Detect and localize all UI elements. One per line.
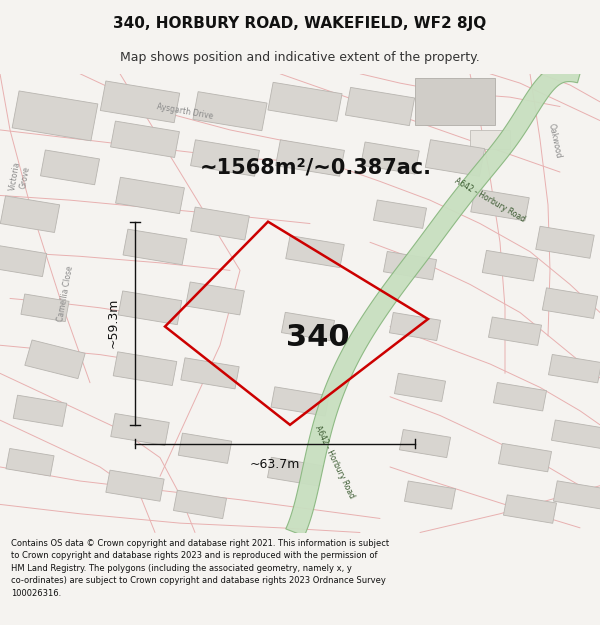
Polygon shape (361, 142, 419, 174)
Polygon shape (281, 312, 335, 341)
Polygon shape (383, 251, 437, 280)
Polygon shape (181, 357, 239, 389)
Polygon shape (100, 81, 180, 122)
Polygon shape (488, 317, 542, 346)
Polygon shape (185, 282, 244, 315)
Polygon shape (118, 291, 182, 324)
Polygon shape (373, 200, 427, 228)
Text: Aysgarth Drive: Aysgarth Drive (156, 102, 214, 121)
Polygon shape (415, 78, 495, 125)
Text: ~1568m²/~0.387ac.: ~1568m²/~0.387ac. (200, 158, 432, 177)
Text: A642 - Horbury Road: A642 - Horbury Road (313, 424, 356, 500)
Polygon shape (25, 340, 85, 379)
Polygon shape (499, 443, 551, 472)
Polygon shape (0, 246, 47, 277)
Polygon shape (21, 294, 69, 322)
Text: Oakwood: Oakwood (547, 123, 563, 159)
Polygon shape (191, 140, 259, 176)
Polygon shape (400, 429, 451, 458)
Text: Victoria
Grove: Victoria Grove (8, 161, 32, 193)
Polygon shape (470, 130, 510, 149)
Polygon shape (173, 490, 227, 519)
Text: ~59.3m: ~59.3m (107, 298, 119, 349)
Polygon shape (548, 354, 600, 383)
Polygon shape (271, 387, 329, 416)
Text: Camellia Close: Camellia Close (56, 265, 74, 322)
Polygon shape (110, 121, 179, 158)
Text: A642 - Horbury Road: A642 - Horbury Road (453, 176, 527, 224)
Polygon shape (268, 82, 342, 121)
Text: ~63.7m: ~63.7m (250, 458, 300, 471)
Polygon shape (482, 251, 538, 281)
Polygon shape (6, 449, 54, 476)
Text: 340, HORBURY ROAD, WAKEFIELD, WF2 8JQ: 340, HORBURY ROAD, WAKEFIELD, WF2 8JQ (113, 16, 487, 31)
Polygon shape (268, 458, 323, 486)
Polygon shape (116, 177, 184, 214)
Text: Map shows position and indicative extent of the property.: Map shows position and indicative extent… (120, 51, 480, 64)
Polygon shape (346, 88, 415, 126)
Polygon shape (425, 140, 485, 176)
Polygon shape (404, 481, 455, 509)
Polygon shape (40, 150, 100, 185)
Polygon shape (493, 382, 547, 411)
Polygon shape (12, 91, 98, 141)
Polygon shape (536, 226, 594, 258)
Text: 340: 340 (286, 322, 350, 352)
Polygon shape (111, 414, 169, 446)
Polygon shape (389, 312, 440, 341)
Polygon shape (1, 196, 59, 232)
Polygon shape (394, 373, 446, 401)
Polygon shape (13, 395, 67, 426)
Polygon shape (106, 470, 164, 501)
Polygon shape (286, 63, 583, 536)
Text: Contains OS data © Crown copyright and database right 2021. This information is : Contains OS data © Crown copyright and d… (11, 539, 389, 598)
Polygon shape (178, 433, 232, 463)
Polygon shape (471, 189, 529, 221)
Polygon shape (193, 92, 267, 131)
Polygon shape (275, 140, 344, 176)
Polygon shape (542, 288, 598, 318)
Polygon shape (113, 352, 177, 386)
Polygon shape (123, 229, 187, 265)
Polygon shape (286, 236, 344, 268)
Polygon shape (503, 495, 557, 523)
Polygon shape (191, 207, 250, 240)
Polygon shape (553, 481, 600, 509)
Polygon shape (551, 420, 600, 448)
